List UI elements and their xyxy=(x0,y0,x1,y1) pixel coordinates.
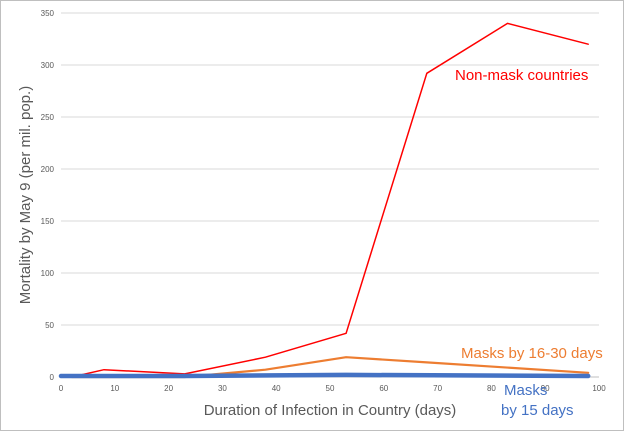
y-tick-label: 250 xyxy=(41,113,55,122)
y-tick-label: 200 xyxy=(41,165,55,174)
series-line xyxy=(71,22,589,378)
series-label: Masks xyxy=(504,382,547,399)
y-tick-label: 0 xyxy=(50,373,55,382)
x-tick-label: 10 xyxy=(110,384,119,393)
x-tick-label: 60 xyxy=(379,384,388,393)
x-tick-label: 90 xyxy=(541,384,550,393)
x-axis-title: Duration of Infection in Country (days) xyxy=(204,402,457,419)
x-tick-label: 50 xyxy=(326,384,335,393)
y-tick-label: 150 xyxy=(41,217,55,226)
x-tick-label: 30 xyxy=(218,384,227,393)
series-label: Masks by 16-30 days xyxy=(461,345,603,362)
y-tick-label: 50 xyxy=(45,321,54,330)
x-tick-label: 100 xyxy=(592,384,606,393)
y-tick-label: 300 xyxy=(41,61,55,70)
x-tick-label: 70 xyxy=(433,384,442,393)
x-tick-label: 40 xyxy=(272,384,281,393)
x-tick-label: 0 xyxy=(59,384,64,393)
series-line xyxy=(58,372,591,379)
series-label: by 15 days xyxy=(501,402,574,419)
y-axis-title: Mortality by May 9 (per mil. pop.) xyxy=(17,86,34,304)
x-tick-label: 80 xyxy=(487,384,496,393)
series-label: Non-mask countries xyxy=(455,67,588,84)
y-tick-label: 350 xyxy=(41,9,55,18)
y-tick-label: 100 xyxy=(41,269,55,278)
x-tick-label: 20 xyxy=(164,384,173,393)
